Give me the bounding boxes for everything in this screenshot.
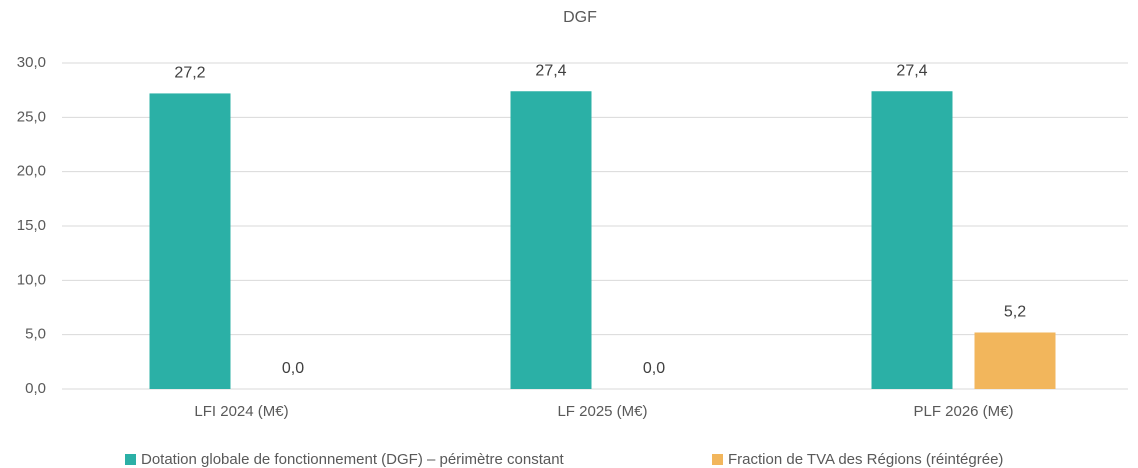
bar <box>871 91 953 390</box>
bar <box>510 91 592 390</box>
value-label: 27,4 <box>535 62 566 79</box>
value-label: 0,0 <box>643 360 665 377</box>
x-tick-label: PLF 2026 (M€) <box>913 403 1013 420</box>
y-tick-label: 30,0 <box>17 54 46 71</box>
legend-label: Fraction de TVA des Régions (réintégrée) <box>728 451 1003 468</box>
y-tick-label: 10,0 <box>17 271 46 288</box>
value-label: 27,4 <box>896 62 927 79</box>
value-label: 0,0 <box>282 360 304 377</box>
legend-label: Dotation globale de fonctionnement (DGF)… <box>141 451 565 468</box>
value-label: 5,2 <box>1004 304 1026 321</box>
y-tick-label: 20,0 <box>17 163 46 180</box>
y-tick-label: 5,0 <box>25 326 46 343</box>
legend-swatch <box>712 454 723 465</box>
chart-title: DGF <box>563 9 597 26</box>
bar <box>974 332 1056 389</box>
y-tick-label: 15,0 <box>17 217 46 234</box>
legend-swatch <box>125 454 136 465</box>
x-tick-label: LF 2025 (M€) <box>557 403 647 420</box>
x-tick-label: LFI 2024 (M€) <box>194 403 288 420</box>
y-tick-label: 0,0 <box>25 380 46 397</box>
y-tick-label: 25,0 <box>17 108 46 125</box>
bar <box>149 93 231 389</box>
value-label: 27,2 <box>174 65 205 82</box>
